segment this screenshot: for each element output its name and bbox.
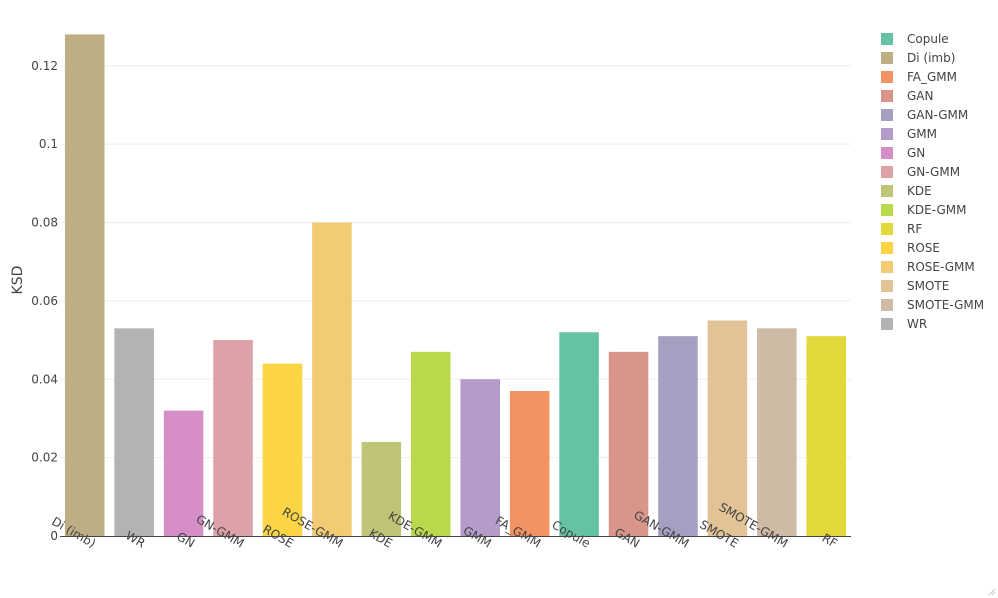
bar[interactable] <box>460 379 500 536</box>
y-tick-label: 0.12 <box>31 59 58 73</box>
resize-grip-icon[interactable] <box>988 588 996 596</box>
x-tick-label: RF <box>820 531 840 551</box>
bar[interactable] <box>707 320 748 536</box>
bar[interactable] <box>64 34 105 536</box>
legend[interactable]: Copule Di (imb) FA_GMM GAN GAN-GMM GMM GN GN-GM… <box>881 32 984 331</box>
legend-label: GAN-GMM <box>907 108 968 122</box>
legend-swatch <box>881 90 893 102</box>
bar[interactable] <box>163 410 204 536</box>
legend-label: GAN <box>907 89 933 103</box>
bar[interactable] <box>262 363 303 536</box>
legend-swatch <box>881 109 893 121</box>
legend-item[interactable]: GN <box>881 146 925 160</box>
bar[interactable] <box>806 336 847 536</box>
legend-item[interactable]: GAN-GMM <box>881 108 968 122</box>
y-tick-label: 0.1 <box>39 137 58 151</box>
legend-swatch <box>881 299 893 311</box>
legend-item[interactable]: FA_GMM <box>881 70 957 84</box>
legend-label: ROSE-GMM <box>907 260 975 274</box>
legend-item[interactable]: WR <box>881 317 927 331</box>
bar[interactable] <box>361 441 402 536</box>
y-tick-label: 0.02 <box>31 451 58 465</box>
legend-label: ROSE <box>907 241 940 255</box>
legend-label: Copule <box>907 32 949 46</box>
legend-item[interactable]: ROSE-GMM <box>881 260 975 274</box>
legend-item[interactable]: KDE-GMM <box>881 203 966 217</box>
y-axis-title: KSD <box>10 266 26 295</box>
bar[interactable] <box>213 340 253 536</box>
legend-label: GMM <box>907 127 937 141</box>
legend-swatch <box>881 318 893 330</box>
legend-label: FA_GMM <box>907 70 957 84</box>
legend-item[interactable]: Copule <box>881 32 949 46</box>
legend-label: WR <box>907 317 927 331</box>
legend-label: GN <box>907 146 925 160</box>
legend-label: Di (imb) <box>907 51 955 65</box>
bar[interactable] <box>312 222 352 537</box>
legend-item[interactable]: GAN <box>881 89 933 103</box>
legend-item[interactable]: SMOTE <box>881 279 949 293</box>
y-tick-label: 0.04 <box>31 372 58 386</box>
y-axis-ticks: 0 0.02 0.04 0.06 0.08 0.1 0.12 <box>31 59 58 543</box>
legend-swatch <box>881 128 893 140</box>
bar[interactable] <box>608 351 649 536</box>
legend-item[interactable]: RF <box>881 222 922 236</box>
legend-swatch <box>881 166 893 178</box>
legend-item[interactable]: SMOTE-GMM <box>881 298 984 312</box>
legend-label: KDE <box>907 184 932 198</box>
y-tick-label: 0 <box>50 529 58 543</box>
legend-swatch <box>881 147 893 159</box>
legend-swatch <box>881 223 893 235</box>
legend-item[interactable]: GN-GMM <box>881 165 960 179</box>
legend-label: SMOTE <box>907 279 949 293</box>
legend-item[interactable]: ROSE <box>881 241 940 255</box>
legend-item[interactable]: GMM <box>881 127 937 141</box>
bar[interactable] <box>757 328 797 536</box>
y-tick-label: 0.06 <box>31 294 58 308</box>
y-tick-label: 0.08 <box>31 216 58 230</box>
bar[interactable] <box>114 328 154 536</box>
legend-label: SMOTE-GMM <box>907 298 984 312</box>
legend-swatch <box>881 71 893 83</box>
legend-swatch <box>881 185 893 197</box>
legend-swatch <box>881 242 893 254</box>
legend-swatch <box>881 52 893 64</box>
legend-swatch <box>881 33 893 45</box>
legend-swatch <box>881 280 893 292</box>
legend-item[interactable]: KDE <box>881 184 932 198</box>
bar[interactable] <box>411 351 451 536</box>
legend-item[interactable]: Di (imb) <box>881 51 955 65</box>
legend-swatch <box>881 261 893 273</box>
legend-swatch <box>881 204 893 216</box>
bars <box>64 34 847 537</box>
legend-label: RF <box>907 222 922 236</box>
bar[interactable] <box>559 332 599 536</box>
legend-label: GN-GMM <box>907 165 960 179</box>
bar[interactable] <box>658 336 698 536</box>
legend-label: KDE-GMM <box>907 203 966 217</box>
bar[interactable] <box>509 391 550 536</box>
